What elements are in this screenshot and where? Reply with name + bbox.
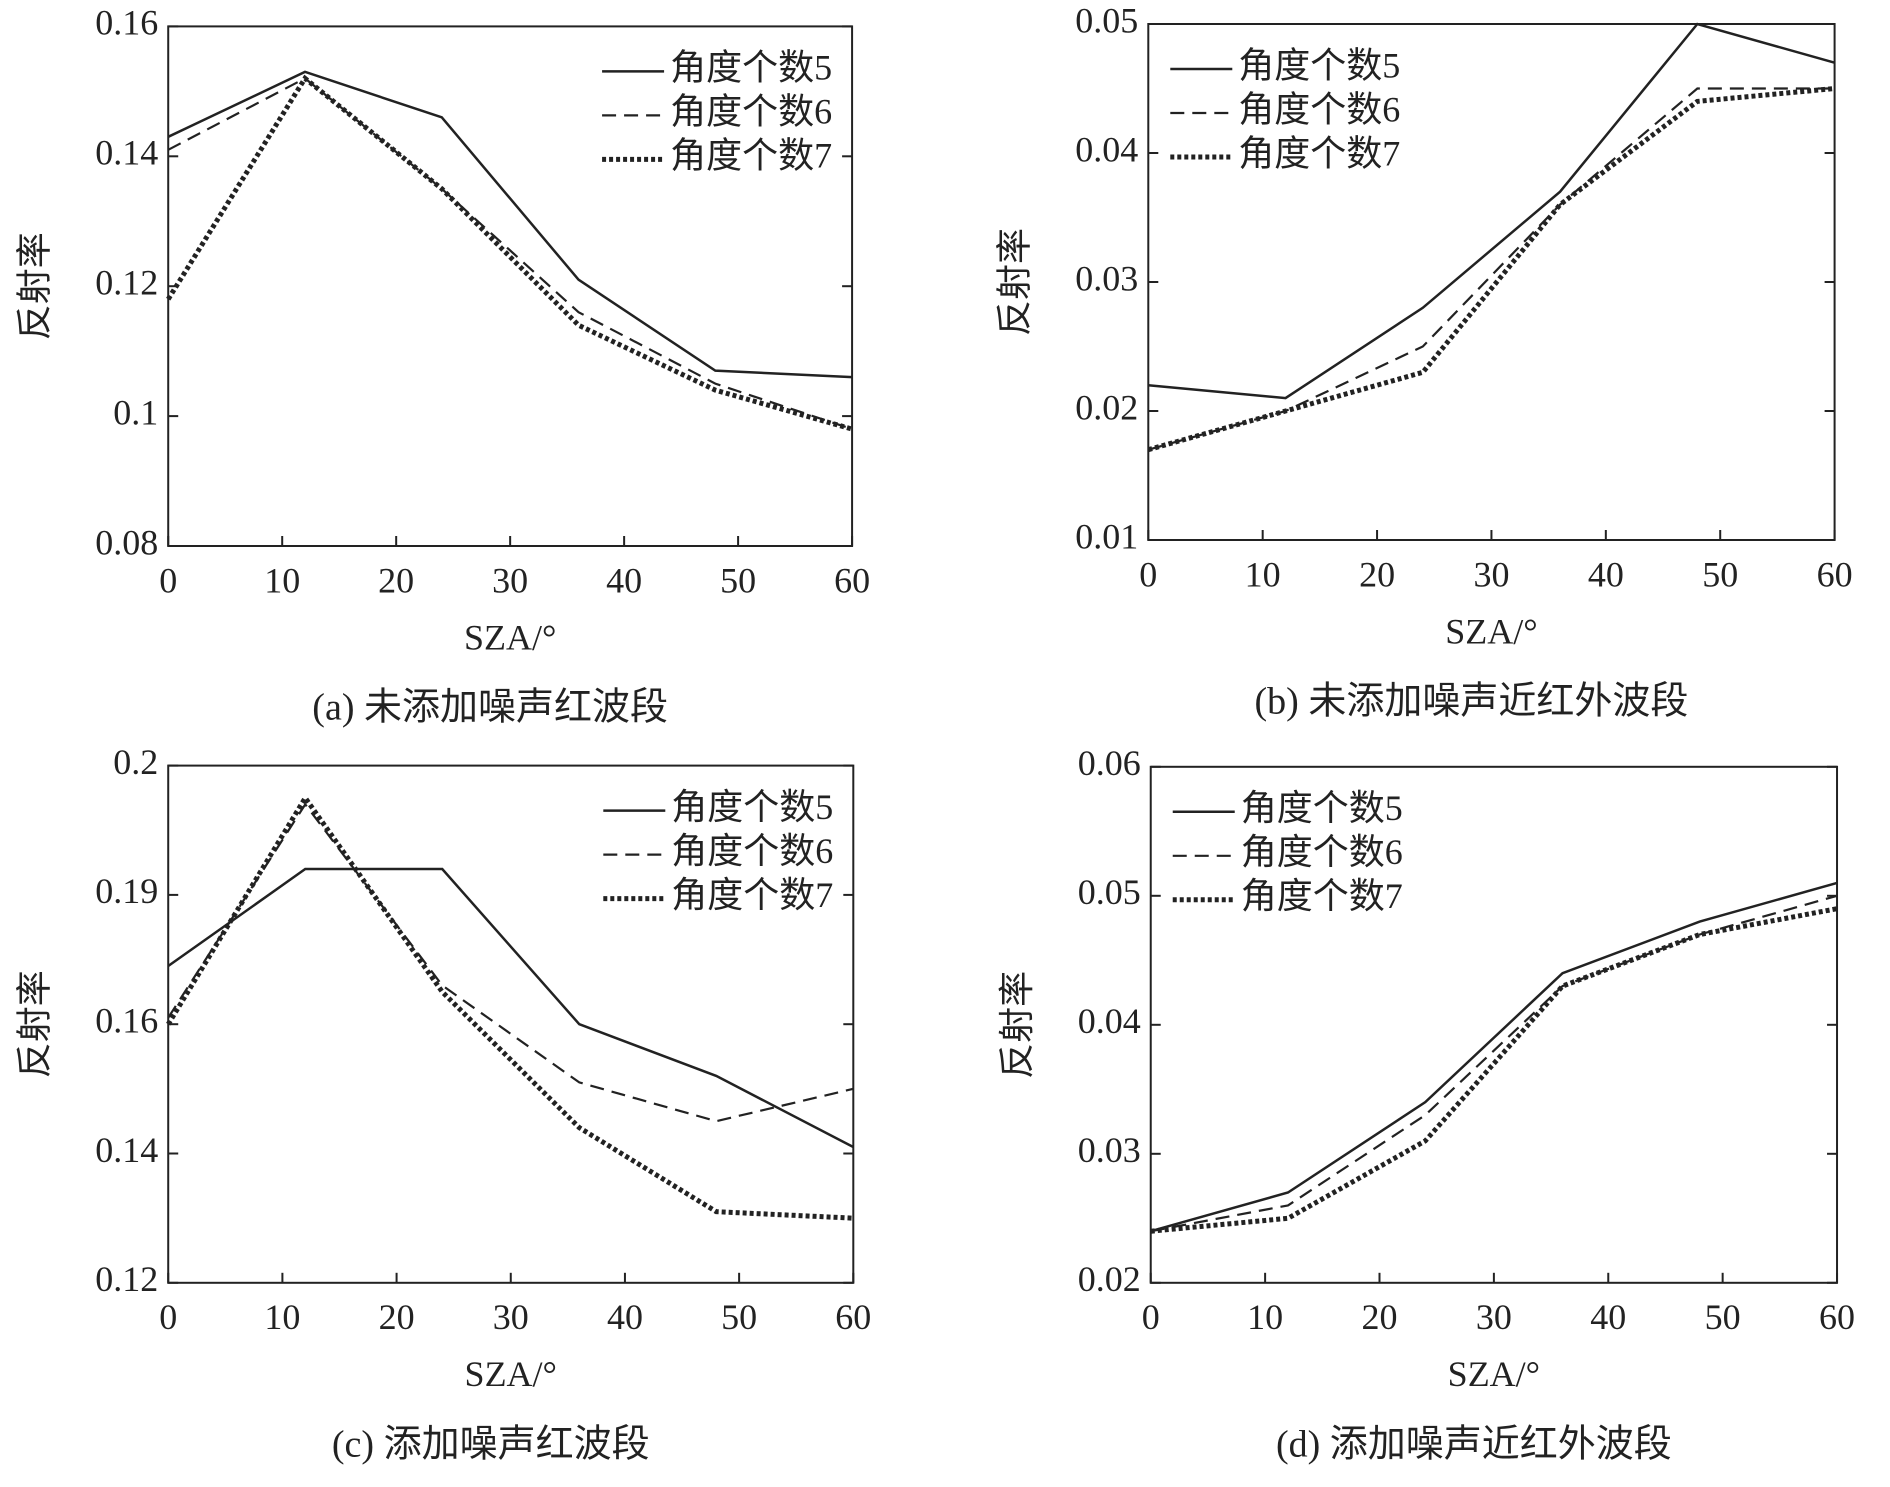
y-tick-label: 0.01 bbox=[1075, 516, 1138, 556]
x-tick-label: 30 bbox=[1473, 554, 1509, 594]
x-tick-label: 10 bbox=[264, 1297, 300, 1337]
series-line bbox=[1147, 86, 1835, 453]
y-tick-label: 0.12 bbox=[95, 262, 158, 302]
series-line bbox=[1148, 22, 1835, 400]
x-tick-label: 20 bbox=[1362, 1297, 1398, 1337]
x-tick-label: 40 bbox=[607, 1297, 643, 1337]
series-line bbox=[1150, 881, 1838, 1233]
x-axis-label: SZA/° bbox=[464, 617, 556, 657]
y-axis-label: 反射率 bbox=[14, 970, 54, 1078]
y-tick-label: 0.2 bbox=[113, 742, 158, 782]
legend-label: 角度个数7 bbox=[670, 136, 832, 176]
legend-label: 角度个数5 bbox=[670, 48, 832, 88]
series-line bbox=[1150, 906, 1838, 1234]
y-tick-label: 0.16 bbox=[95, 3, 158, 43]
x-tick-label: 20 bbox=[1359, 554, 1395, 594]
x-tick-label: 0 bbox=[159, 560, 177, 600]
y-axis-label: 反射率 bbox=[995, 228, 1035, 336]
x-axis-label: SZA/° bbox=[465, 1354, 557, 1394]
x-tick-label: 50 bbox=[1702, 554, 1738, 594]
y-tick-label: 0.04 bbox=[1075, 129, 1138, 169]
y-tick-label: 0.16 bbox=[95, 1000, 158, 1040]
y-tick-label: 0.12 bbox=[95, 1259, 158, 1299]
series-line bbox=[167, 867, 854, 1149]
legend-label: 角度个数5 bbox=[671, 787, 833, 827]
y-tick-label: 0.05 bbox=[1075, 0, 1138, 40]
x-tick-label: 30 bbox=[492, 560, 528, 600]
y-tick-label: 0.03 bbox=[1078, 1130, 1141, 1170]
y-tick-label: 0.1 bbox=[113, 392, 158, 432]
x-tick-label: 40 bbox=[1588, 554, 1624, 594]
y-tick-label: 0.02 bbox=[1075, 387, 1138, 427]
legend-label: 角度个数7 bbox=[671, 875, 833, 915]
y-tick-label: 0.04 bbox=[1078, 1001, 1141, 1041]
panel-caption: (d) 添加噪声近红外波段 bbox=[1276, 1424, 1672, 1466]
y-tick-label: 0.02 bbox=[1078, 1259, 1141, 1299]
legend-label: 角度个数6 bbox=[670, 92, 832, 132]
x-axis-label: SZA/° bbox=[1448, 1354, 1540, 1394]
x-tick-label: 50 bbox=[1705, 1297, 1741, 1337]
legend-label: 角度个数6 bbox=[1238, 89, 1400, 129]
x-tick-label: 40 bbox=[1590, 1297, 1626, 1337]
panel-caption: (b) 未添加噪声近红外波段 bbox=[1255, 681, 1689, 723]
y-tick-label: 0.05 bbox=[1078, 872, 1141, 912]
x-tick-label: 20 bbox=[378, 560, 414, 600]
x-tick-label: 10 bbox=[1247, 1297, 1283, 1337]
x-tick-label: 60 bbox=[1819, 1297, 1855, 1337]
legend-label: 角度个数6 bbox=[671, 831, 833, 871]
x-tick-label: 10 bbox=[1245, 554, 1281, 594]
x-tick-label: 60 bbox=[834, 560, 870, 600]
legend-label: 角度个数5 bbox=[1238, 45, 1400, 85]
series-line bbox=[166, 74, 853, 432]
series-line bbox=[167, 802, 854, 1123]
x-tick-label: 40 bbox=[606, 560, 642, 600]
series-line bbox=[167, 77, 853, 431]
y-tick-label: 0.14 bbox=[95, 133, 158, 173]
x-tick-label: 0 bbox=[159, 1297, 177, 1337]
legend-label: 角度个数5 bbox=[1241, 788, 1403, 828]
y-axis-label: 反射率 bbox=[14, 232, 54, 340]
y-tick-label: 0.19 bbox=[95, 871, 158, 911]
panel-caption: (a) 未添加噪声红波段 bbox=[312, 687, 668, 729]
y-axis-label: 反射率 bbox=[997, 971, 1037, 1079]
y-tick-label: 0.08 bbox=[95, 522, 158, 562]
x-tick-label: 0 bbox=[1142, 1297, 1160, 1337]
legend-label: 角度个数6 bbox=[1241, 832, 1403, 872]
x-tick-label: 50 bbox=[721, 1297, 757, 1337]
y-tick-label: 0.06 bbox=[1078, 743, 1141, 783]
series-line bbox=[166, 793, 854, 1221]
y-tick-label: 0.03 bbox=[1075, 258, 1138, 298]
series-line bbox=[1148, 87, 1835, 451]
x-tick-label: 30 bbox=[1476, 1297, 1512, 1337]
x-tick-label: 30 bbox=[493, 1297, 529, 1337]
panel-caption: (c) 添加噪声红波段 bbox=[332, 1424, 650, 1466]
legend-label: 角度个数7 bbox=[1238, 133, 1400, 173]
series-line bbox=[167, 70, 853, 379]
x-tick-label: 60 bbox=[1817, 554, 1853, 594]
x-axis-label: SZA/° bbox=[1445, 611, 1537, 651]
series-line bbox=[1150, 894, 1838, 1233]
x-tick-label: 50 bbox=[720, 560, 756, 600]
legend-label: 角度个数7 bbox=[1241, 876, 1403, 916]
y-tick-label: 0.14 bbox=[95, 1130, 158, 1170]
x-tick-label: 60 bbox=[835, 1297, 871, 1337]
x-tick-label: 10 bbox=[264, 560, 300, 600]
x-tick-label: 20 bbox=[379, 1297, 415, 1337]
x-tick-label: 0 bbox=[1139, 554, 1157, 594]
